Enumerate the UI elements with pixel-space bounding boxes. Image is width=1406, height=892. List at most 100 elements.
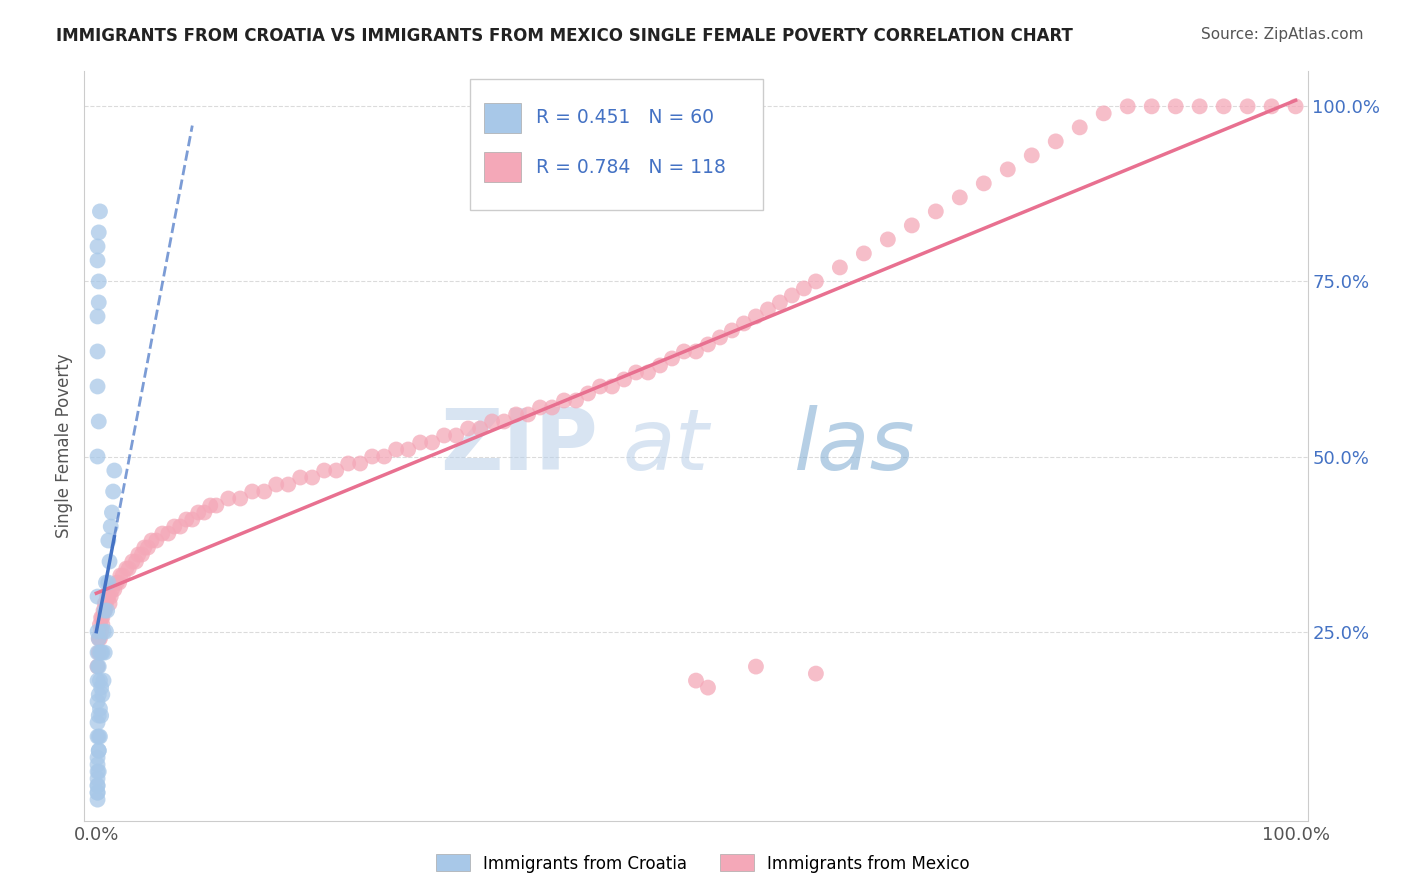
Point — [86, 659, 108, 673]
Point — [87, 708, 110, 723]
Point — [648, 359, 671, 373]
Bar — [484, 153, 522, 182]
Point — [103, 582, 125, 597]
Point — [181, 512, 204, 526]
Point — [87, 688, 110, 702]
Point — [100, 590, 122, 604]
Point — [494, 415, 516, 429]
Point — [86, 239, 108, 253]
Point — [361, 450, 384, 464]
Point — [89, 204, 111, 219]
Point — [697, 337, 720, 351]
Point — [852, 246, 875, 260]
Point — [101, 506, 124, 520]
Point — [301, 470, 323, 484]
Point — [89, 632, 111, 646]
Point — [91, 610, 114, 624]
Point — [86, 646, 108, 660]
Text: ZIP: ZIP — [440, 404, 598, 488]
Point — [1284, 99, 1306, 113]
Point — [131, 548, 153, 562]
Point — [101, 582, 124, 597]
Point — [1188, 99, 1211, 113]
Point — [91, 688, 114, 702]
Point — [100, 519, 122, 533]
Point — [87, 743, 110, 757]
Point — [505, 408, 527, 422]
Point — [87, 646, 110, 660]
Point — [86, 772, 108, 786]
Point — [86, 786, 108, 800]
Point — [93, 597, 117, 611]
Point — [86, 624, 108, 639]
Point — [90, 610, 112, 624]
Point — [98, 597, 121, 611]
Point — [86, 786, 108, 800]
Text: Source: ZipAtlas.com: Source: ZipAtlas.com — [1201, 27, 1364, 42]
Point — [86, 715, 108, 730]
Point — [108, 575, 131, 590]
Point — [541, 401, 564, 415]
Point — [396, 442, 419, 457]
Point — [98, 555, 121, 569]
Point — [721, 323, 744, 337]
Point — [93, 603, 117, 617]
Point — [87, 730, 110, 744]
Point — [325, 463, 347, 477]
Point — [90, 708, 112, 723]
Point — [780, 288, 803, 302]
Point — [111, 568, 134, 582]
Point — [1021, 148, 1043, 162]
Point — [87, 415, 110, 429]
Text: las: las — [794, 404, 915, 488]
Point — [86, 779, 108, 793]
Point — [86, 379, 108, 393]
Point — [1260, 99, 1282, 113]
Point — [87, 632, 110, 646]
Point — [290, 470, 312, 484]
Point — [685, 344, 707, 359]
Point — [90, 681, 112, 695]
Text: R = 0.784   N = 118: R = 0.784 N = 118 — [536, 158, 725, 177]
Point — [709, 330, 731, 344]
Point — [949, 190, 972, 204]
Point — [93, 624, 115, 639]
Point — [828, 260, 851, 275]
Point — [576, 386, 599, 401]
Point — [901, 219, 924, 233]
Point — [876, 232, 898, 246]
Point — [87, 226, 110, 240]
Point — [613, 372, 636, 386]
Point — [589, 379, 612, 393]
Point — [86, 590, 108, 604]
Point — [373, 450, 395, 464]
Point — [90, 646, 112, 660]
Legend: Immigrants from Croatia, Immigrants from Mexico: Immigrants from Croatia, Immigrants from… — [430, 847, 976, 880]
Point — [163, 519, 186, 533]
Point — [93, 603, 115, 617]
Point — [637, 366, 659, 380]
Point — [1116, 99, 1139, 113]
Point — [793, 281, 815, 295]
Point — [756, 302, 779, 317]
Point — [661, 351, 683, 366]
Point — [973, 177, 995, 191]
Point — [187, 506, 209, 520]
Point — [253, 484, 276, 499]
Point — [349, 457, 371, 471]
Point — [1069, 120, 1091, 135]
Point — [134, 541, 156, 555]
Point — [624, 366, 647, 380]
Point — [87, 632, 110, 646]
Point — [86, 310, 108, 324]
Point — [193, 506, 215, 520]
Point — [103, 463, 125, 477]
Point — [89, 730, 111, 744]
Point — [409, 435, 432, 450]
Point — [385, 442, 408, 457]
Point — [685, 673, 707, 688]
Point — [277, 477, 299, 491]
Point — [745, 659, 768, 673]
Point — [86, 253, 108, 268]
Point — [96, 590, 118, 604]
